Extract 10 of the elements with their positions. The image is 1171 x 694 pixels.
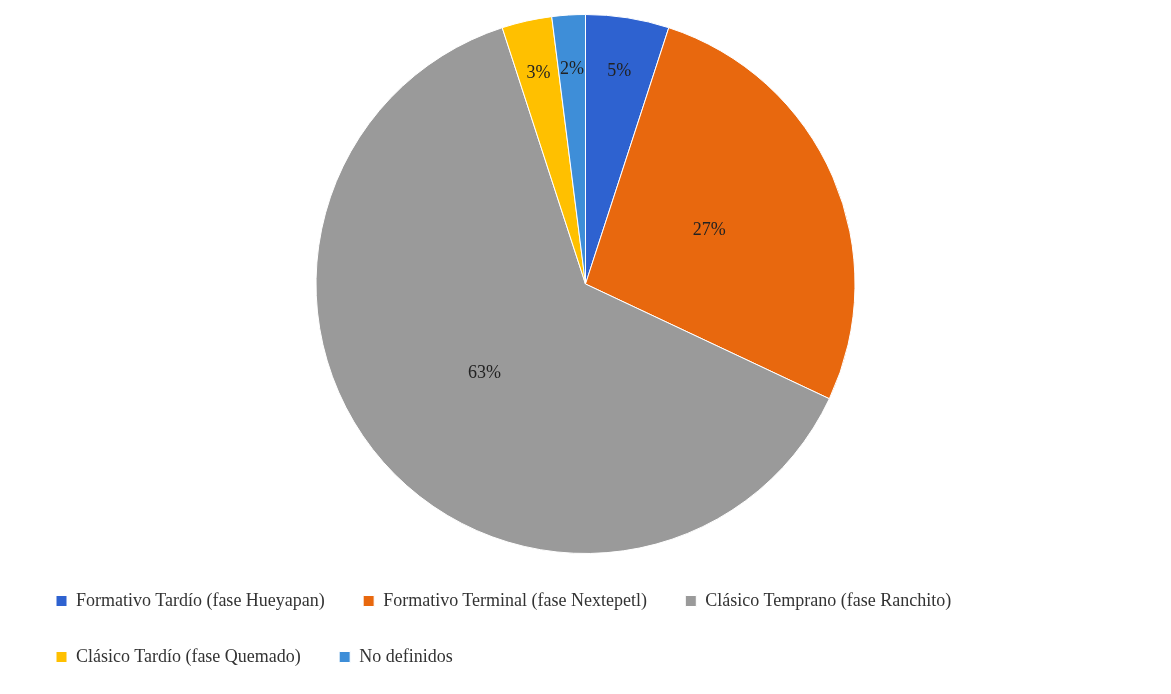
data-label: 3% [526, 62, 551, 83]
legend-label: Formativo Tardío (fase Hueyapan) [76, 589, 325, 611]
legend-label: No definidos [359, 645, 453, 666]
data-label: 27% [692, 219, 726, 240]
data-label: 2% [559, 57, 584, 78]
legend-label: Clásico Tardío (fase Quemado) [76, 645, 301, 667]
data-label: 5% [607, 59, 632, 80]
data-label: 63% [467, 361, 501, 382]
legend-label: Clásico Temprano (fase Ranchito) [705, 589, 952, 611]
legend-label: Formativo Terminal (fase Nextepetl) [383, 589, 647, 611]
